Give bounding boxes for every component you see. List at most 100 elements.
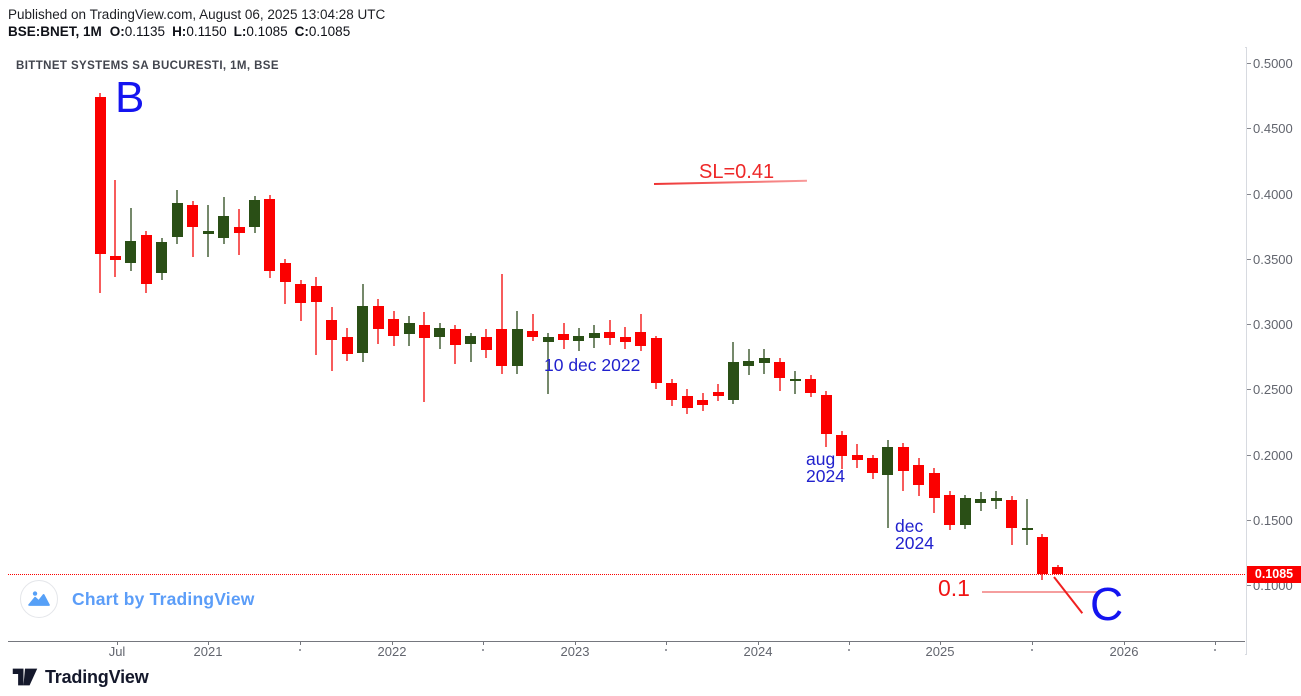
candle-body bbox=[187, 205, 199, 228]
candle-body bbox=[867, 458, 878, 473]
candle-body bbox=[913, 464, 925, 485]
published-line: Published on TradingView.com, August 06,… bbox=[8, 7, 386, 22]
time-tick bbox=[392, 641, 393, 645]
time-minor-tick bbox=[483, 641, 484, 645]
candle-body bbox=[109, 256, 121, 261]
time-minor-dot bbox=[848, 649, 850, 651]
candle-wick bbox=[423, 312, 426, 403]
tradingview-logo-icon bbox=[12, 668, 38, 686]
time-minor-tick bbox=[849, 641, 850, 645]
price-tick-label: 0.1500 bbox=[1253, 513, 1293, 528]
candle-body bbox=[295, 283, 307, 304]
price-tick-label: 0.4000 bbox=[1253, 187, 1293, 202]
time-tick-label: 2025 bbox=[925, 644, 955, 659]
candle-body bbox=[218, 215, 230, 238]
chart-plot-area[interactable]: BITTNET SYSTEMS SA BUCURESTI, 1M, BSE B … bbox=[8, 47, 1245, 641]
candle-body bbox=[928, 472, 940, 498]
candle-body bbox=[326, 320, 338, 340]
aug-2024-note: aug 2024 bbox=[806, 449, 845, 486]
time-minor-tick bbox=[1032, 641, 1033, 645]
candle-body bbox=[681, 395, 693, 408]
candle-body bbox=[1052, 567, 1064, 574]
candle-body bbox=[944, 494, 956, 525]
time-tick-label: 2026 bbox=[1109, 644, 1139, 659]
candle-body bbox=[465, 335, 477, 344]
candle-body bbox=[1021, 527, 1033, 531]
candle-body bbox=[851, 454, 863, 460]
time-tick-label: 2021 bbox=[193, 644, 223, 659]
candle-body bbox=[233, 227, 245, 233]
symbol-interval: BSE:BNET, 1M bbox=[8, 24, 102, 39]
time-minor-tick bbox=[1215, 641, 1216, 645]
candle-wick bbox=[129, 207, 132, 271]
candle-wick bbox=[531, 313, 534, 341]
candle-body bbox=[264, 198, 276, 271]
time-minor-dot bbox=[1031, 649, 1033, 651]
candle-body bbox=[635, 331, 647, 347]
candle-wick bbox=[191, 201, 194, 258]
last-price-badge: 0.1085 bbox=[1247, 566, 1301, 583]
time-tick-label: Jul bbox=[108, 644, 126, 659]
candle-body bbox=[480, 337, 492, 351]
price-tick bbox=[1247, 324, 1251, 325]
footer-brand-text: TradingView bbox=[45, 666, 149, 687]
candle-body bbox=[341, 337, 353, 355]
chart-title: BITTNET SYSTEMS SA BUCURESTI, 1M, BSE bbox=[16, 60, 279, 72]
time-minor-tick bbox=[300, 641, 301, 645]
candle-wick bbox=[500, 274, 503, 374]
time-tick bbox=[1124, 641, 1125, 645]
candle-body bbox=[249, 200, 260, 228]
candle-body bbox=[758, 357, 770, 364]
time-minor-dot bbox=[665, 649, 667, 651]
tradingview-footer-link[interactable]: TradingView bbox=[12, 666, 149, 688]
ohlc-low: L:0.1085 bbox=[233, 24, 288, 39]
stop-loss-trendline bbox=[653, 179, 807, 185]
candle-body bbox=[712, 391, 724, 396]
time-tick bbox=[758, 641, 759, 645]
candle-body bbox=[666, 382, 678, 400]
candle-body bbox=[310, 286, 322, 302]
watermark-text: Chart by TradingView bbox=[72, 588, 255, 609]
time-minor-tick bbox=[666, 641, 667, 645]
time-axis[interactable] bbox=[8, 641, 1245, 655]
candle-body bbox=[542, 337, 554, 343]
candle-body bbox=[959, 497, 971, 525]
candle-body bbox=[125, 240, 137, 263]
time-tick-label: 2024 bbox=[743, 644, 773, 659]
price-tick-label: 0.2000 bbox=[1253, 448, 1293, 463]
candle-body bbox=[897, 446, 909, 472]
time-minor-dot bbox=[1214, 649, 1216, 651]
price-tick-label: 0.3500 bbox=[1253, 252, 1293, 267]
time-tick-label: 2023 bbox=[560, 644, 590, 659]
price-tick bbox=[1247, 389, 1251, 390]
candle-body bbox=[650, 338, 662, 383]
candle-wick bbox=[315, 277, 318, 356]
price-tick bbox=[1247, 585, 1251, 586]
candle-body bbox=[820, 394, 832, 434]
candle-body bbox=[604, 331, 616, 339]
candle-body bbox=[573, 335, 585, 341]
candle-body bbox=[975, 498, 987, 503]
tradingview-watermark-link[interactable]: Chart by TradingView bbox=[20, 580, 255, 618]
wave-c-label: C bbox=[1090, 578, 1124, 630]
candle-body bbox=[558, 334, 569, 340]
candle-body bbox=[202, 231, 214, 234]
candle-body bbox=[743, 360, 755, 366]
candle-body bbox=[403, 322, 415, 335]
tradingview-mountain-icon bbox=[20, 580, 58, 618]
price-tick bbox=[1247, 455, 1251, 456]
price-tick bbox=[1247, 63, 1251, 64]
candle-body bbox=[94, 96, 106, 254]
candle-wick bbox=[114, 180, 117, 278]
last-price-dotted-line bbox=[8, 574, 1245, 575]
candle-body bbox=[434, 327, 446, 338]
candle-body bbox=[727, 361, 739, 400]
candle-body bbox=[511, 329, 523, 366]
price-tick bbox=[1247, 128, 1251, 129]
candle-body bbox=[882, 446, 894, 476]
candle-wick bbox=[886, 440, 889, 528]
time-tick-label: 2022 bbox=[377, 644, 407, 659]
candle-body bbox=[1006, 500, 1018, 528]
target-price-line bbox=[982, 591, 1098, 593]
